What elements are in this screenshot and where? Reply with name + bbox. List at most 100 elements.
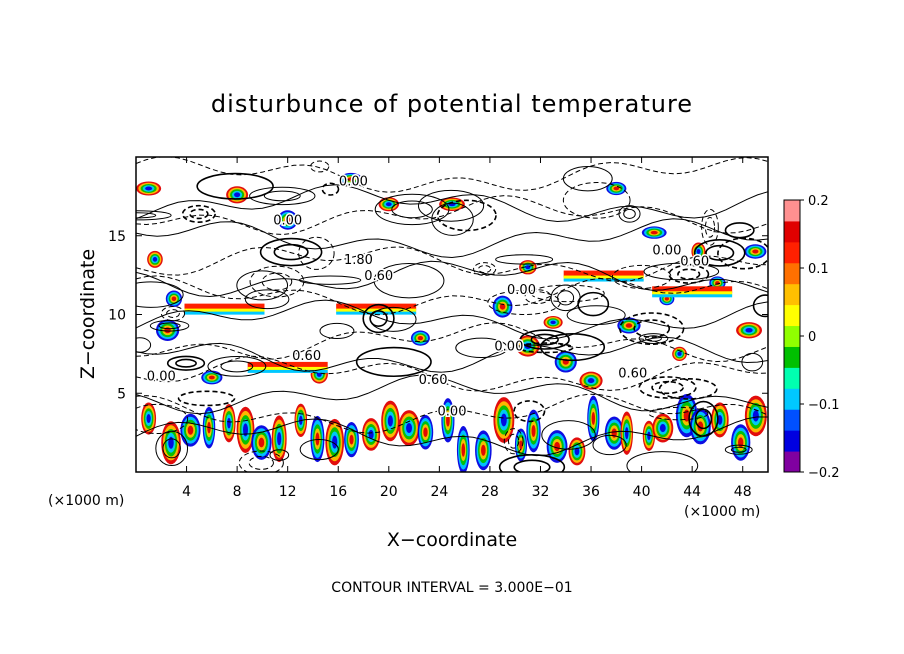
contour-line [566, 305, 626, 326]
contour-line [136, 218, 768, 259]
contour-label: 0.60 [419, 373, 448, 388]
field-band [247, 366, 328, 371]
contour-line [299, 438, 339, 461]
contour-line [248, 455, 274, 470]
contour-line [177, 390, 236, 407]
field-patch [500, 413, 507, 427]
field-patch [168, 436, 174, 449]
y-axis-label: Z−coordinate [77, 249, 99, 379]
contour-line [562, 182, 631, 219]
colorbar-swatch [784, 304, 800, 327]
contour-line [249, 186, 316, 206]
contour-line [651, 380, 684, 395]
field-band [184, 303, 265, 311]
field-patch [664, 296, 669, 301]
contour-line [136, 299, 768, 340]
field-patch [481, 444, 486, 456]
contour-line [136, 403, 189, 435]
contour-line [136, 184, 768, 223]
colorbar: 0.2 0.1 0 −0.1 −0.2 [783, 194, 840, 481]
contour-line [592, 434, 627, 456]
contour-line [541, 420, 596, 450]
contour-line [136, 195, 768, 236]
contour-label: 0.60 [618, 367, 647, 382]
contour-line [298, 236, 335, 270]
contour-line [508, 433, 520, 449]
contour-line [369, 310, 388, 327]
colorbar-swatch [784, 346, 800, 368]
color-fill-layer [136, 172, 767, 472]
y-ticks: 5 10 15 [108, 229, 768, 402]
x-tick-label: 12 [279, 484, 297, 500]
field-patch [624, 427, 629, 440]
y-tick-label: 5 [117, 386, 126, 402]
field-patch [550, 320, 556, 325]
x-tick-label: 36 [582, 484, 600, 500]
contour-line [638, 376, 697, 399]
contour-label: 0.60 [364, 269, 393, 284]
colorbar-swatch [784, 220, 800, 243]
contour-line [196, 172, 274, 200]
field-patch [146, 414, 151, 424]
field-patch [385, 202, 392, 207]
contour-line [269, 449, 290, 461]
colorbar-swatch [784, 409, 800, 431]
field-band [184, 311, 265, 315]
contour-interval-note: CONTOUR INTERVAL = 3.000E−01 [331, 580, 572, 596]
colorbar-swatch [784, 325, 800, 347]
contour-line [645, 335, 662, 342]
contour-line [259, 237, 323, 267]
contour-line [162, 438, 181, 459]
field-patch [554, 441, 560, 452]
x-unit-left: (×1000 m) [48, 493, 124, 509]
x-tick-label: 32 [532, 484, 550, 500]
field-patch [738, 437, 744, 448]
contour-line [136, 281, 184, 308]
colorbar-tick-label: 0.1 [808, 262, 829, 277]
contour-line [539, 333, 606, 362]
contour-line [668, 264, 710, 284]
contour-line [623, 208, 636, 219]
contour-line [155, 430, 189, 467]
colorbar-tick-label: 0.2 [808, 194, 829, 209]
field-band [563, 270, 644, 278]
contour-line [136, 374, 768, 415]
contour-line [513, 459, 551, 472]
field-band [563, 275, 644, 280]
x-tick-label: 40 [633, 484, 651, 500]
contour-line [136, 275, 768, 316]
field-patch [717, 415, 723, 425]
y-tick-label: 10 [108, 308, 126, 324]
contour-line [160, 305, 186, 322]
contour-line [436, 199, 497, 232]
field-patch [461, 443, 466, 457]
contour-line [263, 190, 301, 202]
contour-line [362, 303, 395, 334]
x-ticks: 4 8 12 16 20 24 28 32 36 40 44 48 [182, 157, 752, 500]
contour-label: 0.00 [339, 174, 368, 189]
field-patch [152, 256, 158, 262]
field-patch [531, 424, 536, 437]
field-patch [227, 417, 231, 429]
contour-line [136, 336, 768, 373]
x-tick-label: 20 [380, 484, 398, 500]
x-tick-label: 16 [329, 484, 347, 500]
field-patch [243, 423, 248, 437]
contour-line [693, 239, 746, 267]
contour-line [550, 284, 581, 312]
field-patch [171, 296, 177, 302]
contour-line [519, 329, 570, 350]
field-patch [591, 412, 596, 425]
contour-line [431, 202, 474, 236]
colorbar-swatch [784, 241, 800, 264]
contour-line [417, 189, 485, 222]
field-patch [587, 378, 595, 384]
field-patch [368, 429, 374, 440]
colorbar-tick-label: 0 [808, 330, 816, 345]
contour-line [513, 400, 546, 423]
contour-line [136, 260, 768, 298]
field-band [652, 291, 733, 296]
colorbar-swatch [784, 200, 800, 222]
x-tick-label: 4 [182, 484, 191, 500]
